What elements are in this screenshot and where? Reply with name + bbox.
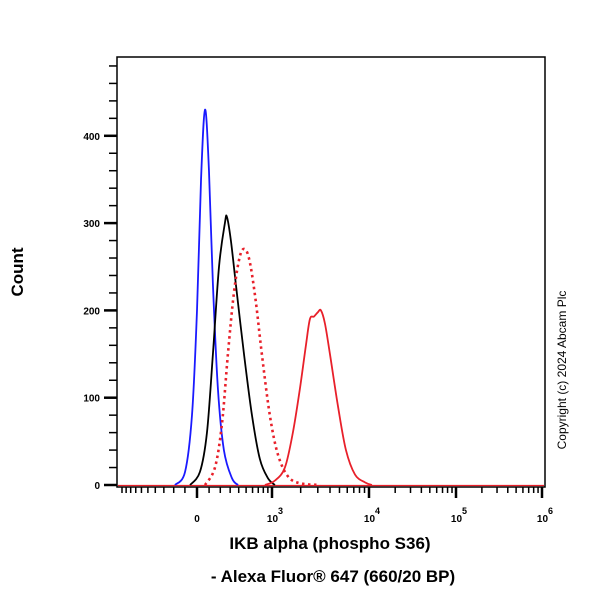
- x-tick-label: 105: [451, 506, 467, 525]
- plot-frame: [116, 56, 546, 488]
- x-axis: 0 103 104 105 106: [121, 487, 553, 525]
- y-axis: 0 100 200 300 400: [83, 65, 117, 492]
- copyright-text: Copyright (c) 2024 Abcam Plc: [555, 291, 569, 450]
- x-axis-title-line1: IKB alpha (phospho S36): [229, 534, 430, 553]
- histogram-curves: [118, 108, 544, 487]
- y-tick-label: 100: [83, 394, 100, 405]
- histogram-series-3: [264, 308, 373, 486]
- histogram-series-1: [189, 214, 276, 486]
- x-axis-title-line2: - Alexa Fluor® 647 (660/20 BP): [211, 567, 455, 586]
- y-tick-label: 400: [83, 132, 100, 143]
- y-axis-title: Count: [8, 247, 27, 296]
- x-tick-label: 106: [537, 506, 553, 525]
- x-tick-label: 103: [267, 506, 283, 525]
- y-tick-label: 200: [83, 306, 100, 317]
- histogram-series-0: [174, 108, 239, 486]
- y-tick-label: 0: [94, 481, 100, 492]
- x-tick-label: 0: [194, 514, 200, 525]
- y-tick-label: 300: [83, 219, 100, 230]
- histogram-series-2: [203, 247, 321, 487]
- x-tick-label: 104: [364, 506, 380, 525]
